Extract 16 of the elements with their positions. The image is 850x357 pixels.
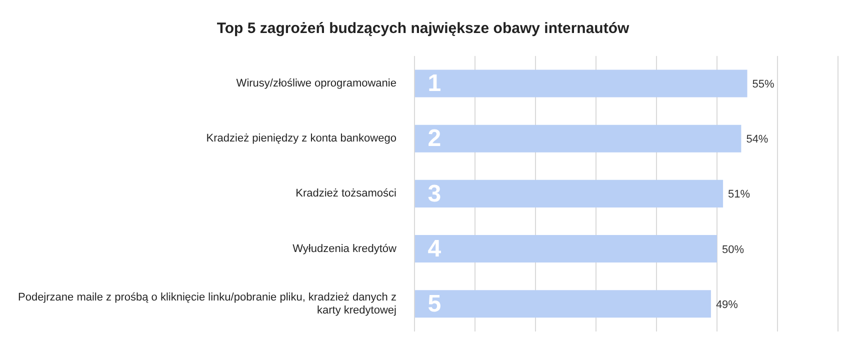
annotation: 2 [428, 125, 442, 152]
y-tick-label: Wyłudzenia kredytów [292, 242, 397, 255]
annotation: 1 [428, 70, 442, 98]
data-label: 51% [728, 188, 750, 201]
annotation: 4 [428, 235, 442, 262]
data-label: 55% [752, 78, 774, 91]
y-tick-label: Kradzież tożsamości [296, 188, 396, 200]
data-label: 49% [716, 298, 738, 311]
data-label: 54% [746, 134, 768, 146]
data-label: 50% [722, 244, 744, 256]
y-tick-label: Wirusy/złośliwe oprogramowanie [236, 78, 396, 90]
y-tick-label: Kradzież pieniędzy z konta bankowego [206, 132, 396, 145]
annotation: 5 [428, 290, 442, 318]
annotation: 3 [428, 180, 442, 208]
chart-title: Top 5 zagrożeń budzących największe obawy internautów [216, 20, 630, 38]
y-tick-label: Podejrzane maile z prośbą o kliknięcie linku/pobranie pliku, kradzież danych z karty kredytowej [18, 291, 396, 316]
